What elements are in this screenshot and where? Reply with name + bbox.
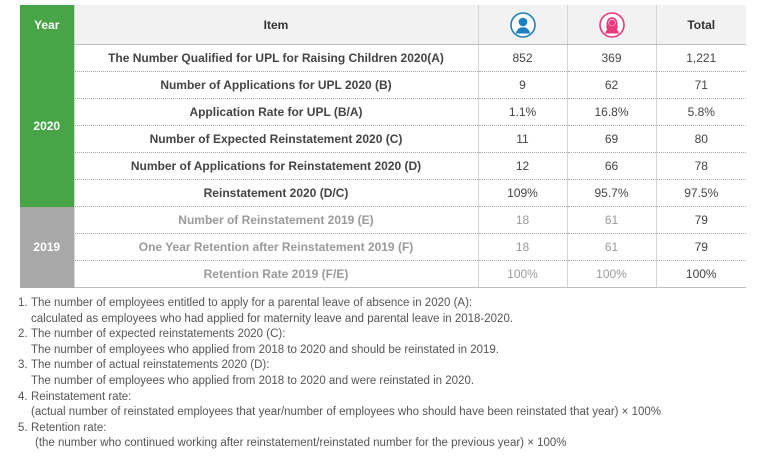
total-cell: 97.5% (655, 179, 746, 207)
total-cell: 100% (655, 260, 746, 288)
total-cell: 79 (655, 206, 746, 234)
footnote: 5. Retention rate: (the number who conti… (18, 421, 753, 452)
female-cell: 66 (566, 152, 656, 180)
footnote-detail: calculated as employees who had applied … (31, 312, 514, 325)
table-row: Number of Expected Reinstatement 2020 (C… (20, 125, 746, 153)
footnote-title: The number of employees entitled to appl… (31, 297, 473, 309)
footnote: 3. The number of actual reinstatements 2… (18, 358, 753, 389)
male-cell: 852 (477, 44, 567, 72)
year-header: Year (20, 5, 74, 45)
female-cell: 95.7% (566, 179, 656, 207)
footnote-title: The number of expected reinstatements 20… (31, 328, 286, 341)
total-header: Total (655, 5, 746, 45)
footnote-title: Retention rate: (31, 421, 107, 434)
table-header-row: Year Item (20, 5, 746, 45)
table-row: 2019 Number of Reinstatement 2019 (E) 18… (20, 206, 746, 288)
footnote: 4. Reinstatement rate: (actual number of… (18, 390, 753, 421)
total-cell: 78 (655, 152, 746, 180)
female-cell: 61 (566, 206, 656, 234)
footnote-detail: The number of employees who applied from… (31, 374, 475, 387)
footnote-detail: The number of employees who applied from… (31, 343, 499, 356)
female-cell: 62 (566, 71, 656, 99)
table-row: Reinstatement 2020 (D/C) 109% 95.7% 97.5… (20, 179, 746, 207)
female-header (566, 5, 656, 45)
male-cell: 9 (477, 71, 567, 99)
total-cell: 5.8% (655, 98, 746, 126)
male-cell: 12 (477, 152, 567, 180)
male-cell: 1.1% (477, 98, 567, 126)
male-cell: 11 (477, 125, 567, 153)
total-cell: 71 (655, 71, 746, 99)
footnote-number: 3. (18, 359, 28, 372)
footnote-title: Reinstatement rate: (31, 390, 132, 403)
female-cell: 69 (566, 125, 656, 153)
total-cell: 80 (655, 125, 746, 153)
total-cell: 79 (655, 233, 746, 261)
footnotes: 1. The number of employees entitled to a… (18, 296, 753, 452)
table-row: Number of Applications for Reinstatement… (20, 152, 746, 180)
item-cell: Reinstatement 2020 (D/C) (73, 179, 478, 207)
table-row: Retention Rate 2019 (F/E) 100% 100% 100% (20, 260, 746, 288)
footnote: 2. The number of expected reinstatements… (18, 327, 753, 358)
item-cell: Number of Applications for UPL 2020 (B) (73, 71, 478, 99)
table-row: 2020 The Number Qualified for UPL for Ra… (20, 44, 746, 207)
male-cell: 18 (477, 233, 567, 261)
item-cell: Number of Expected Reinstatement 2020 (C… (73, 125, 478, 153)
male-cell: 100% (477, 260, 567, 288)
item-cell: Retention Rate 2019 (F/E) (73, 260, 478, 288)
female-cell: 16.8% (566, 98, 656, 126)
footnote-detail: (actual number of reinstated employees t… (31, 406, 661, 419)
footnote-detail: (the number who continued working after … (35, 437, 567, 450)
item-cell: One Year Retention after Reinstatement 2… (73, 233, 478, 261)
table-row: Number of Applications for UPL 2020 (B) … (20, 71, 746, 99)
footnote-title: The number of actual reinstatements 2020… (31, 359, 270, 372)
male-cell: 18 (477, 206, 567, 234)
footnote-number: 5. (18, 421, 28, 434)
footnote-number: 1. (18, 297, 28, 309)
table-row: Application Rate for UPL (B/A) 1.1% 16.8… (20, 98, 746, 126)
item-cell: Application Rate for UPL (B/A) (73, 98, 478, 126)
item-header: Item (73, 5, 478, 45)
female-cell: 369 (566, 44, 656, 72)
male-cell: 109% (477, 179, 567, 207)
footnote-number: 4. (18, 390, 28, 403)
total-cell: 1,221 (655, 44, 746, 72)
male-header (477, 5, 567, 45)
table-row: One Year Retention after Reinstatement 2… (20, 233, 746, 261)
female-cell: 61 (566, 233, 656, 261)
footnote-number: 2. (18, 328, 28, 341)
year-cell-2019: 2019 (20, 206, 74, 288)
item-cell: Number of Applications for Reinstatement… (73, 152, 478, 180)
female-person-icon (598, 11, 625, 38)
item-cell: The Number Qualified for UPL for Raising… (73, 44, 478, 72)
female-cell: 100% (566, 260, 656, 288)
upl-table: Year Item (20, 5, 746, 288)
footnote: 1. The number of employees entitled to a… (18, 296, 753, 327)
male-person-icon (509, 11, 536, 38)
item-cell: Number of Reinstatement 2019 (E) (73, 206, 478, 234)
year-cell-2020: 2020 (20, 44, 74, 207)
